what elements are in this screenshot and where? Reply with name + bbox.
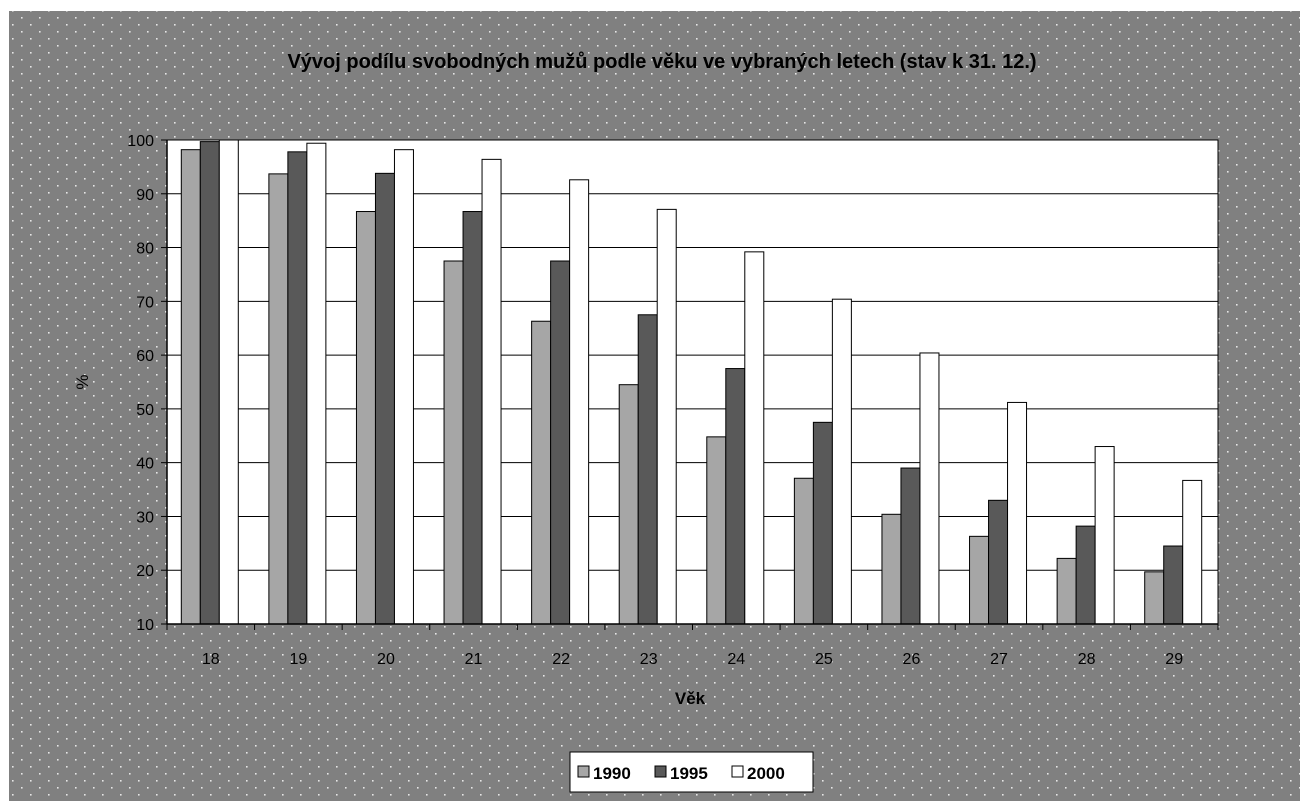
bar-1995-20 [374, 172, 395, 625]
bar-1990-29 [1144, 571, 1165, 625]
y-tick-label: 40 [136, 456, 154, 473]
bar-1995-25 [812, 421, 833, 625]
legend-swatch-1995 [654, 765, 667, 778]
legend-label-1990: 1990 [593, 764, 631, 783]
bar-2000-20 [393, 149, 414, 625]
legend-swatch-2000 [731, 765, 744, 778]
chart-title: Vývoj podílu svobodných mužů podle věku … [287, 51, 1036, 73]
y-tick-labels: 10 20 30 40 50 60 70 80 90 100 [127, 133, 154, 634]
x-tick-label: 28 [1078, 651, 1096, 668]
bar-1990-20 [355, 211, 376, 625]
bar-1990-19 [268, 173, 289, 625]
bar-1990-26 [881, 513, 902, 625]
bar-1995-27 [988, 499, 1009, 625]
x-tick-label: 25 [815, 651, 833, 668]
bar-2000-27 [1007, 401, 1028, 625]
x-tick-label: 27 [990, 651, 1008, 668]
bar-2000-22 [569, 179, 590, 625]
y-tick-label: 50 [136, 402, 154, 419]
x-tick-label: 21 [465, 651, 483, 668]
y-tick-label: 70 [136, 294, 154, 311]
y-tick-label: 100 [127, 133, 154, 150]
bar-2000-28 [1094, 446, 1115, 625]
bar-2000-29 [1182, 479, 1203, 625]
bar-2000-25 [831, 298, 852, 625]
bar-2000-19 [306, 142, 327, 625]
gridlines [167, 193, 1218, 571]
bar-2000-21 [481, 158, 502, 625]
bar-1995-23 [637, 314, 658, 625]
y-tick-label: 30 [136, 509, 154, 526]
bar-1990-27 [969, 535, 990, 625]
plot-area [166, 139, 1219, 625]
bar-1990-18 [180, 149, 201, 625]
legend-label-2000: 2000 [747, 764, 785, 783]
x-tick-label: 23 [640, 651, 658, 668]
x-tick-label: 19 [289, 651, 307, 668]
x-tick-label: 22 [552, 651, 570, 668]
bar-2000-23 [656, 208, 677, 625]
legend-items: 1990 1995 2000 [577, 764, 785, 783]
x-tick-label: 29 [1165, 651, 1183, 668]
bar-1995-29 [1163, 545, 1184, 625]
bar-1990-22 [531, 320, 552, 625]
bar-2000-26 [919, 352, 940, 625]
bar-1995-21 [462, 211, 483, 625]
bar-2000-24 [744, 251, 765, 625]
bar-1995-28 [1075, 525, 1096, 625]
bar-1995-19 [287, 151, 308, 625]
x-tick-label: 18 [202, 651, 220, 668]
bars [180, 139, 1203, 625]
x-tick-labels: 18 19 20 21 22 23 24 25 26 27 28 29 [202, 651, 1183, 668]
bar-1995-24 [725, 368, 746, 625]
x-tick-label: 20 [377, 651, 395, 668]
bar-1990-21 [443, 260, 464, 625]
y-tick-label: 90 [136, 187, 154, 204]
legend-box [569, 751, 814, 793]
bar-1990-23 [618, 384, 639, 625]
y-tick-label: 80 [136, 241, 154, 258]
legend-swatch-1990 [577, 765, 590, 778]
bar-2000-18 [218, 139, 239, 625]
bar-1990-28 [1056, 557, 1077, 625]
x-tick-label: 24 [727, 651, 745, 668]
y-tick-label: 10 [136, 617, 154, 634]
x-tick-label: 26 [903, 651, 921, 668]
bar-1995-18 [199, 141, 220, 625]
bar-1990-24 [706, 436, 727, 625]
bar-1995-22 [550, 260, 571, 625]
y-axis-label: % [73, 374, 92, 389]
bar-1995-26 [900, 467, 921, 625]
x-axis-label: Věk [675, 689, 706, 708]
bar-1990-25 [793, 477, 814, 625]
legend: 1990 1995 2000 [569, 751, 814, 793]
legend-label-1995: 1995 [670, 764, 708, 783]
y-tick-label: 20 [136, 563, 154, 580]
y-tick-label: 60 [136, 348, 154, 365]
axes [161, 139, 1219, 630]
